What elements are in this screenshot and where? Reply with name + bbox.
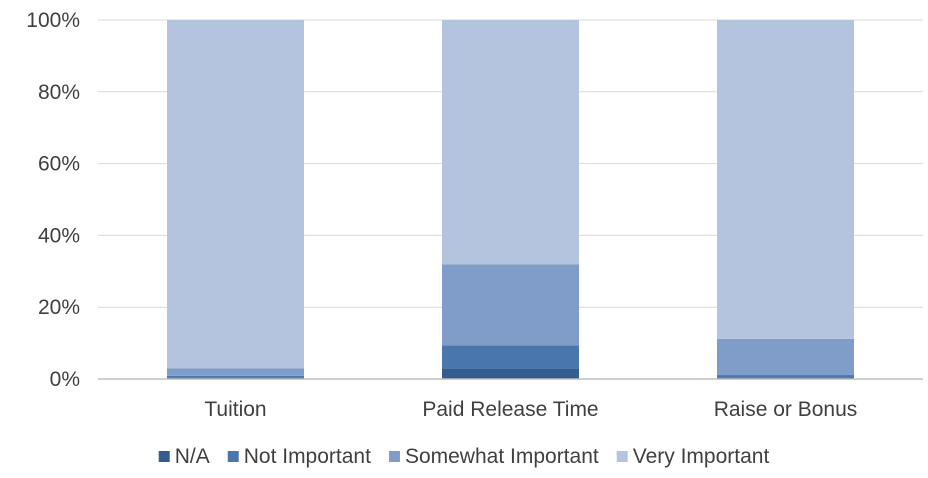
legend-swatch: [227, 451, 239, 462]
y-tick-label: 20%: [38, 296, 80, 319]
y-tick-label: 100%: [26, 9, 80, 32]
bar-segment: [442, 368, 579, 379]
legend-label: Somewhat Important: [405, 445, 599, 468]
bar-segment: [442, 20, 579, 265]
legend: N/A Not Important Somewhat Important Very I…: [158, 445, 770, 468]
y-tick-label: 0%: [50, 368, 80, 391]
x-tick-label: Tuition: [204, 398, 266, 421]
bar-segment: [442, 345, 579, 369]
legend-label: Not Important: [244, 445, 371, 468]
y-tick-label: 80%: [38, 81, 80, 104]
bar-segment: [167, 368, 304, 376]
legend-swatch: [616, 451, 628, 462]
legend-label: N/A: [175, 445, 210, 468]
legend-item: Very Important: [616, 445, 770, 468]
x-tick-label: Paid Release Time: [422, 398, 598, 421]
legend-label: Very Important: [633, 445, 770, 468]
bar-segment: [717, 338, 854, 376]
bar-segment: [167, 20, 304, 369]
y-tick-label: 40%: [38, 224, 80, 247]
legend-swatch: [388, 451, 400, 462]
x-tick-label: Raise or Bonus: [714, 398, 858, 421]
y-tick-label: 60%: [38, 153, 80, 176]
legend-item: Not Important: [227, 445, 371, 468]
bar-segment: [717, 375, 854, 378]
legend-swatch: [158, 451, 170, 462]
bars: [167, 20, 854, 379]
bar-segment: [717, 20, 854, 339]
bar-segment: [167, 375, 304, 378]
bar-segment: [442, 264, 579, 346]
axes: 0% 20% 40% 60% 80% 100% Tuition Paid Release Ti…: [26, 9, 923, 421]
legend-item: Somewhat Important: [388, 445, 599, 468]
legend-item: N/A: [158, 445, 210, 468]
